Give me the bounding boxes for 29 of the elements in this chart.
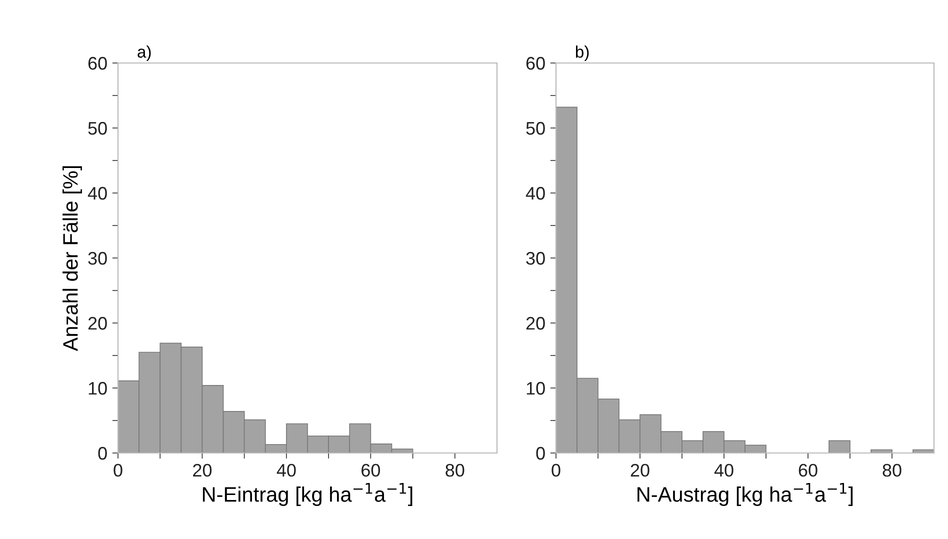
y-tick-label: 60 xyxy=(526,56,545,70)
y-tick-label: 30 xyxy=(88,252,107,265)
y-tick-label: 30 xyxy=(526,252,545,265)
x-tick-label: 60 xyxy=(798,464,818,477)
y-axis-title: Anzahl der Fälle [%] xyxy=(62,166,82,352)
x-tick-label: 40 xyxy=(276,464,296,477)
y-tick-label: 20 xyxy=(88,316,107,330)
x-axis-title: N-Eintrag [kg ha$^{−1}$a$^{−1}$] xyxy=(202,483,412,506)
y-tick-label: 10 xyxy=(88,382,107,395)
y-tick-label: 60 xyxy=(88,56,107,70)
y-tick-label: 40 xyxy=(88,186,107,200)
x-tick-label: 20 xyxy=(193,464,212,477)
y-tick-label: 20 xyxy=(526,316,545,330)
x-tick-label: 80 xyxy=(446,464,464,477)
x-tick-label: 0 xyxy=(114,464,122,477)
x-tick-label: 20 xyxy=(630,464,650,477)
x-tick-label: 60 xyxy=(362,464,380,477)
x-axis-title: N-Austrag [kg ha$^{−1}$a$^{−1}$] xyxy=(638,483,853,506)
chart-title: a) xyxy=(138,46,151,62)
x-tick-label: 80 xyxy=(882,464,902,477)
y-tick-label: 40 xyxy=(526,186,545,200)
x-tick-label: 0 xyxy=(552,464,560,477)
y-tick-label: 50 xyxy=(526,122,545,135)
x-tick-label: 40 xyxy=(714,464,734,477)
y-tick-label: 50 xyxy=(88,122,107,135)
y-tick-label: 10 xyxy=(526,382,545,395)
y-tick-label: 0 xyxy=(98,446,107,460)
y-tick-label: 0 xyxy=(536,446,545,460)
chart-title: b) xyxy=(576,46,589,62)
